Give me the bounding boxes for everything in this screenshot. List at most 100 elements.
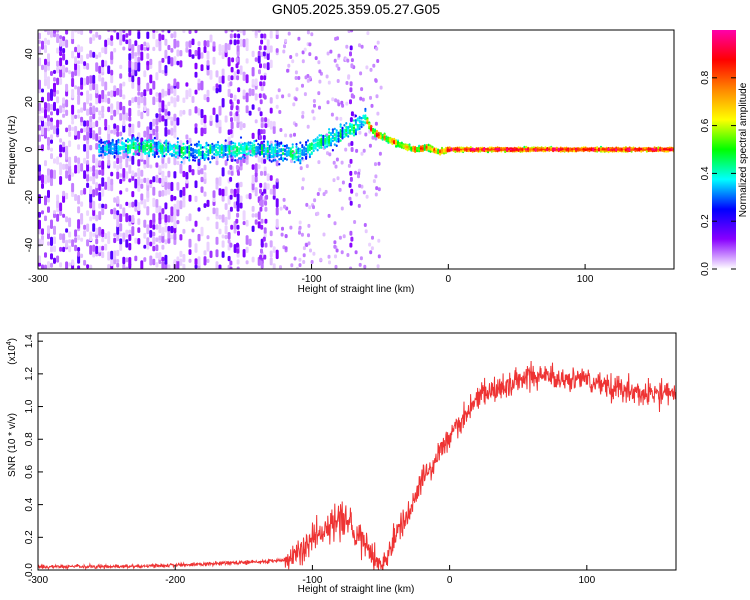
spectrogram-cell <box>44 37 47 45</box>
spectrogram-cell <box>272 148 275 152</box>
spectrogram-cell <box>56 156 60 165</box>
spectrogram-cell <box>215 221 219 230</box>
spectrogram-cell <box>350 188 354 194</box>
spectrogram-cell <box>306 151 310 154</box>
spectrogram-cell <box>276 149 279 153</box>
spectrogram-cell <box>53 257 56 264</box>
spectrogram-cell <box>101 105 105 113</box>
spectrogram-cell <box>337 134 340 138</box>
spectrogram-cell <box>95 133 99 142</box>
spectrogram-cell <box>119 73 123 79</box>
spectrogram-cell <box>77 144 81 150</box>
spectrogram-cell <box>173 203 177 214</box>
spectrogram-cell <box>47 241 50 246</box>
spectrogram-cell <box>71 259 75 266</box>
spectrogram-cell <box>469 148 472 151</box>
spectrogram-cell <box>152 118 156 127</box>
spectrogram-cell <box>161 88 165 98</box>
spectrogram-cell <box>132 137 135 141</box>
spectrogram-cell <box>188 249 192 256</box>
spectrogram-cell <box>369 250 373 255</box>
spectrogram-cell <box>95 182 99 189</box>
spectrogram-cell <box>206 50 210 60</box>
spectrogram-cell <box>119 162 123 169</box>
spectrogram-cell <box>258 45 262 51</box>
spectrogram-cell <box>236 153 239 156</box>
spectrogram-cell <box>80 128 84 134</box>
spectrogram-cell <box>257 155 261 163</box>
spectrogram-cell <box>119 88 123 98</box>
spectrogram-cell <box>126 137 130 141</box>
spectrogram-cell <box>92 74 96 84</box>
spectrogram-cell <box>365 65 369 70</box>
spectrogram-cell <box>38 39 41 44</box>
spectrogram-cell <box>402 144 405 148</box>
spectrogram-cell <box>116 171 120 180</box>
spectrogram-cell <box>113 123 117 129</box>
spectrogram-cell <box>193 154 197 157</box>
spectrogram-cell <box>251 67 255 77</box>
spectrogram-cell <box>370 128 373 131</box>
spectrogram-cell <box>153 136 156 140</box>
spectrogram-cell <box>542 149 545 153</box>
spectrogram-cell <box>161 151 164 155</box>
spectrogram-cell <box>419 145 423 148</box>
spectrogram-cell <box>318 187 322 192</box>
spectrogram-cell <box>140 111 144 120</box>
spectrogram-cell <box>184 155 187 159</box>
spectrogram-cell <box>218 155 221 158</box>
spectrogram-cell <box>56 96 60 104</box>
spectrogram-cell <box>230 66 234 73</box>
spectrogram-cell <box>119 190 123 195</box>
spectrogram-cell <box>65 145 69 156</box>
spectrogram-cell <box>358 115 361 119</box>
spectrogram-cell <box>479 150 482 153</box>
snr-y-tick-label: 0.4 <box>24 497 35 511</box>
spectrogram-cell <box>125 266 129 269</box>
spectrogram-cell <box>349 176 353 182</box>
spectrogram-cell <box>339 128 342 132</box>
spectrogram-cell <box>176 60 180 66</box>
spectrogram-cell <box>149 139 153 143</box>
spectrogram-cell <box>283 152 287 156</box>
spectrogram-cell <box>238 150 241 153</box>
spectrogram-cell <box>92 244 96 252</box>
spectrogram-cell <box>429 146 432 150</box>
spectrogram-cell <box>237 87 241 93</box>
spectrogram-cell <box>134 206 138 212</box>
spectrogram-cell <box>354 122 357 126</box>
spectrogram-cell <box>215 160 219 166</box>
spectrogram-cell <box>185 89 189 100</box>
spectrogram-cell <box>149 88 153 96</box>
spectrogram-cell <box>224 234 228 240</box>
spectrogram-cell <box>440 151 444 154</box>
spectrogram-cell <box>251 164 255 170</box>
spectrogram-cell <box>77 234 81 241</box>
spectrogram-cell <box>340 160 344 165</box>
spectrogram-cell <box>126 149 130 152</box>
spectrogram-cell <box>275 198 279 208</box>
spectrogram-cell <box>50 111 53 116</box>
spectrogram-cell <box>68 217 72 228</box>
spectrogram-cell <box>350 128 354 132</box>
spectrogram-cell <box>305 149 308 153</box>
spectrogram-cell <box>368 126 371 129</box>
spectrogram-cell <box>352 134 356 137</box>
spectrogram-cell <box>272 121 276 127</box>
spectrogram-cell <box>182 263 186 269</box>
spectrogram-cell <box>200 80 204 91</box>
spectrogram-cell <box>282 148 285 152</box>
spectrogram-cell <box>299 155 302 158</box>
spectrogram-cell <box>103 145 107 149</box>
spectrogram-cell <box>116 32 120 40</box>
spectrogram-cell <box>104 233 108 240</box>
spectrogram-cell <box>245 235 249 245</box>
spectrogram-cell <box>354 250 358 255</box>
spectrogram-cell <box>224 145 227 149</box>
spectrogram-cell <box>113 250 117 260</box>
spectrogram-cell <box>211 147 214 150</box>
spectrogram-cell <box>56 108 60 116</box>
spectrogram-cell <box>179 258 183 266</box>
spectrogram-cell <box>125 33 129 38</box>
spectrogram-cell <box>289 155 292 158</box>
